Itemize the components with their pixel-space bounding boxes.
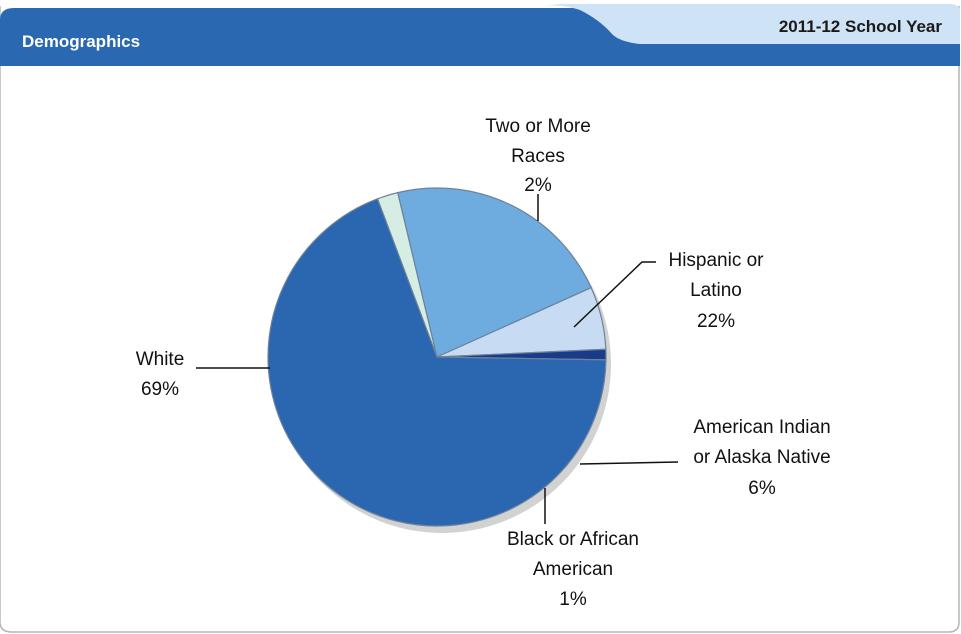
label-hispanic-line1: Hispanic or xyxy=(668,250,764,271)
pct-black: 1% xyxy=(559,589,587,610)
label-black-line2: American xyxy=(533,559,613,580)
label-hispanic-line2: Latino xyxy=(690,280,742,301)
pie-slices xyxy=(267,187,607,527)
pie-slice-white xyxy=(267,198,607,527)
label-two-or-more-line1: Two or More xyxy=(485,116,591,137)
label-american-indian-line2: or Alaska Native xyxy=(693,447,830,468)
pct-hispanic: 22% xyxy=(697,311,735,332)
pct-two-or-more: 2% xyxy=(524,175,552,196)
leader-line-american-indian xyxy=(579,461,679,465)
leader-lines xyxy=(196,194,679,524)
label-white: White xyxy=(136,349,185,370)
label-two-or-more-line2: Races xyxy=(511,146,565,167)
demographics-pie-chart: Two or More Races 2% Hispanic or Latino … xyxy=(136,116,831,610)
school-year-tab xyxy=(542,4,960,44)
leader-line-hispanic xyxy=(573,261,656,328)
school-year-label: 2011-12 School Year xyxy=(779,17,943,36)
label-american-indian-line1: American Indian xyxy=(693,417,830,438)
label-black-line1: Black or African xyxy=(507,529,639,550)
panel-border xyxy=(0,6,960,633)
header-title: Demographics xyxy=(22,32,140,51)
pct-white: 69% xyxy=(141,379,179,400)
pct-american-indian: 6% xyxy=(748,478,776,499)
pie-slice-hispanic-or-latino xyxy=(397,187,592,358)
